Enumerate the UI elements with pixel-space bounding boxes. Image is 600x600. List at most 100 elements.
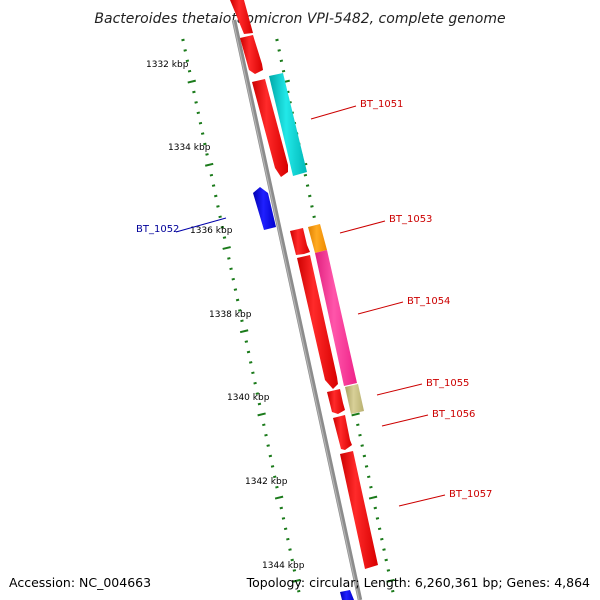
major-tick [351, 412, 360, 417]
leader-bt-1056 [381, 414, 429, 427]
minor-tick [205, 153, 209, 156]
minor-tick [305, 184, 310, 187]
minor-tick [310, 205, 314, 208]
minor-tick [380, 537, 384, 541]
minor-tick [286, 537, 290, 541]
gene-label-bt-1051[interactable]: BT_1051 [360, 99, 403, 110]
major-tick [368, 495, 378, 500]
gene-arrow-bt-1055[interactable] [345, 384, 364, 414]
minor-tick [233, 288, 238, 291]
gene-label-bt-1054[interactable]: BT_1054 [407, 296, 450, 307]
minor-tick [279, 59, 284, 63]
minor-tick [292, 569, 297, 572]
gene-arrow-bt-1052[interactable] [253, 187, 276, 230]
gene-arrow[interactable] [252, 79, 288, 177]
reverse-strand-genes [253, 187, 354, 600]
minor-tick [268, 454, 273, 458]
leader-bt-1055 [376, 383, 423, 396]
inner-tick-track [181, 38, 301, 593]
minor-tick [266, 444, 270, 447]
minor-tick [181, 38, 185, 42]
minor-tick [220, 225, 225, 229]
minor-tick [303, 173, 308, 177]
minor-tick [360, 444, 364, 447]
kbp-label-1342: 1342 kbp [245, 477, 288, 487]
kbp-label-1334: 1334 kbp [168, 143, 211, 153]
topology-text: Topology: circular; Length: 6,260,361 bp… [246, 575, 590, 590]
gene-arrow[interactable] [290, 228, 310, 255]
minor-tick [235, 298, 240, 302]
gene-labels: BT_1051 BT_1052 BT_1053 BT_1054 BT_1055 … [136, 99, 492, 500]
minor-tick [384, 558, 388, 562]
leader-bt-1054 [357, 301, 404, 315]
minor-tick [297, 589, 301, 593]
gene-label-bt-1056[interactable]: BT_1056 [432, 409, 475, 420]
minor-tick [198, 121, 203, 125]
minor-tick [229, 267, 233, 271]
gene-arrow-bt-1056[interactable] [333, 415, 352, 450]
gene-arrow-bt-1051[interactable] [269, 73, 307, 176]
major-tick [187, 79, 196, 84]
minor-tick [251, 371, 255, 375]
minor-tick [214, 194, 218, 198]
gene-label-bt-1053[interactable]: BT_1053 [389, 214, 432, 225]
minor-tick [216, 205, 220, 208]
minor-tick [227, 257, 231, 260]
minor-tick [196, 111, 201, 115]
major-tick [386, 578, 395, 583]
minor-tick [246, 350, 251, 354]
gene-label-bt-1052[interactable]: BT_1052 [136, 224, 179, 235]
minor-tick [262, 423, 266, 427]
gene-arrow[interactable] [240, 35, 263, 74]
minor-tick [222, 236, 227, 239]
gene-arrow[interactable] [340, 590, 354, 600]
gene-arrow[interactable] [230, 0, 253, 34]
minor-tick [312, 215, 316, 219]
forward-strand-genes [230, 0, 378, 569]
minor-tick [356, 423, 360, 427]
minor-tick [255, 392, 259, 395]
minor-tick [358, 433, 362, 437]
major-tick [274, 495, 284, 500]
minor-tick [203, 142, 207, 146]
genome-backbone [231, 19, 363, 600]
minor-tick [377, 527, 382, 531]
minor-tick [386, 569, 391, 572]
gene-arrow-bt-1057[interactable] [340, 451, 378, 569]
minor-tick [192, 90, 196, 94]
kbp-label-1336: 1336 kbp [190, 226, 233, 236]
minor-tick [288, 548, 292, 551]
kbp-ruler-labels: 1332 kbp 1334 kbp 1336 kbp 1338 kbp 1340… [146, 60, 305, 571]
gene-label-bt-1057[interactable]: BT_1057 [449, 489, 492, 500]
gene-arrow-bt-1054[interactable] [315, 250, 357, 386]
gene-label-bt-1055[interactable]: BT_1055 [426, 378, 469, 389]
minor-tick [194, 101, 198, 104]
minor-tick [211, 184, 216, 187]
leader-bt-1053 [339, 220, 386, 234]
major-tick [292, 578, 301, 583]
minor-tick [290, 558, 294, 562]
minor-tick [281, 517, 286, 520]
minor-tick [382, 548, 386, 551]
gene-label-leaders [175, 105, 446, 507]
major-tick [204, 162, 214, 167]
minor-tick [253, 381, 257, 385]
minor-tick [185, 59, 190, 63]
gene-arrow[interactable] [297, 255, 338, 389]
minor-tick [369, 485, 373, 489]
minor-tick [279, 506, 284, 510]
minor-tick [308, 194, 312, 198]
minor-tick [275, 38, 279, 42]
minor-tick [187, 69, 192, 73]
minor-tick [391, 589, 395, 593]
minor-tick [277, 49, 281, 52]
gene-arrow[interactable] [327, 389, 345, 414]
minor-tick [244, 340, 249, 343]
minor-tick [375, 517, 380, 520]
minor-tick [209, 173, 214, 177]
leader-bt-1051 [310, 105, 357, 120]
gene-arrow-bt-1053[interactable] [308, 224, 327, 253]
minor-tick [364, 465, 369, 468]
minor-tick [257, 402, 262, 406]
minor-tick [373, 506, 378, 510]
